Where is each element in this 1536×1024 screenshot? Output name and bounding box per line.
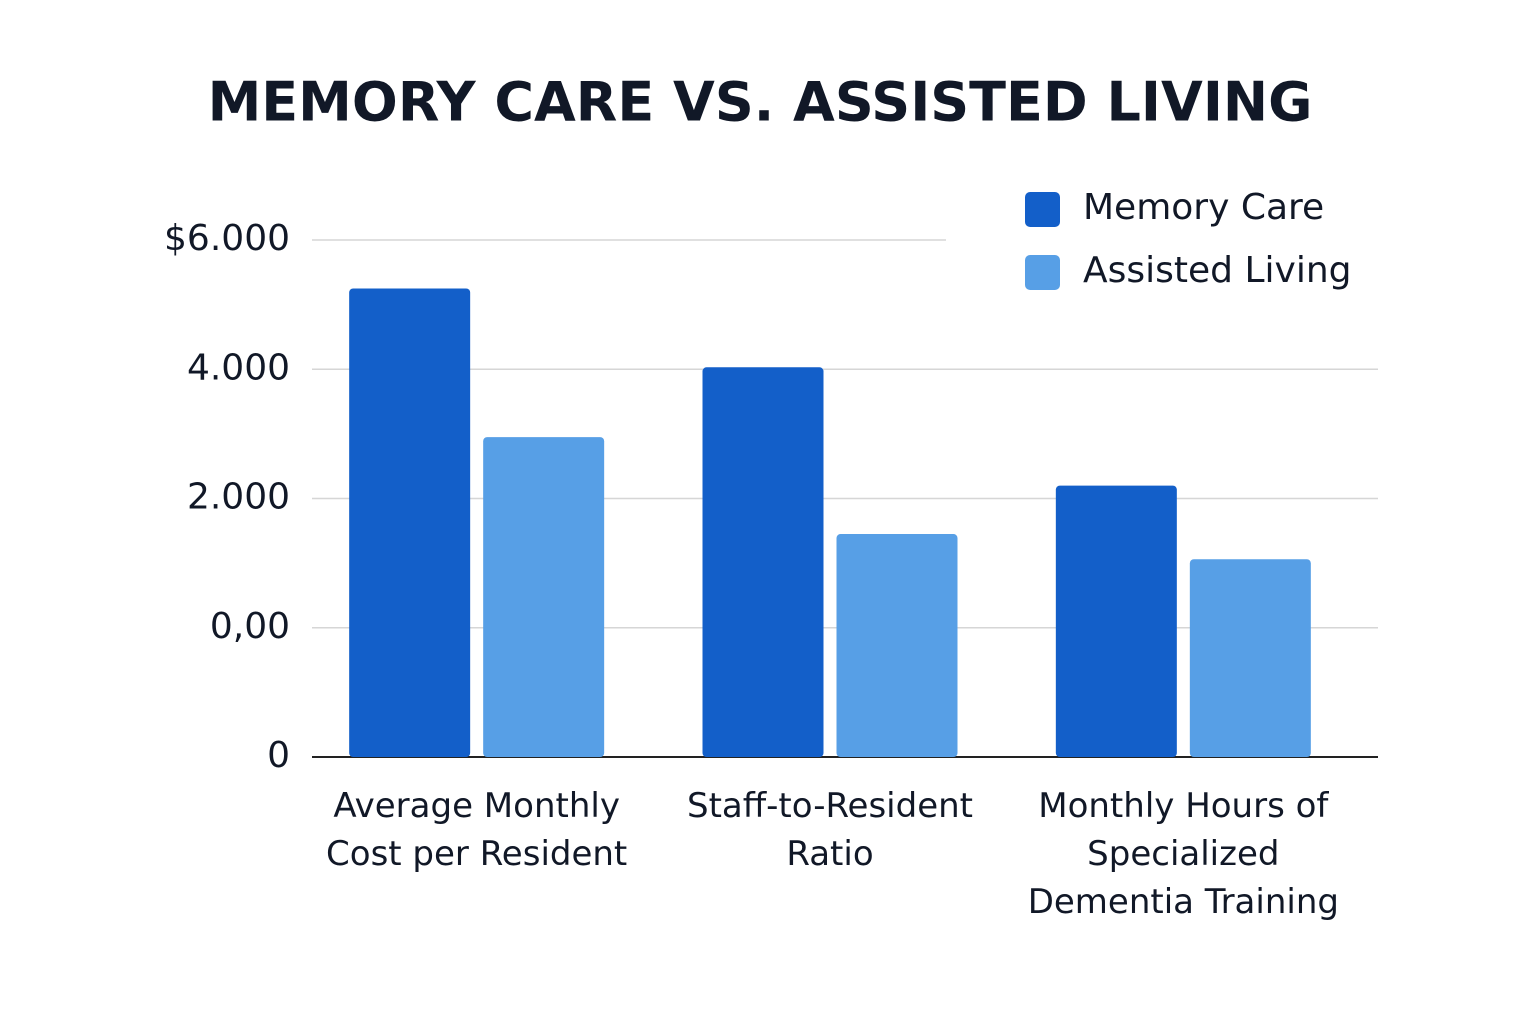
legend-swatch xyxy=(1025,255,1060,290)
y-tick-label: 0 xyxy=(267,735,290,776)
chart-title: MEMORY CARE VS. ASSISTED LIVING xyxy=(208,71,1313,134)
y-tick-label: 2.000 xyxy=(187,477,290,518)
bar xyxy=(702,367,824,757)
bar xyxy=(1055,485,1177,757)
x-tick-label: Staff-to-Resident Ratio xyxy=(686,786,974,874)
bar xyxy=(349,288,471,757)
bar xyxy=(1189,559,1311,757)
bar xyxy=(483,437,605,757)
legend-label: Assisted Living xyxy=(1083,250,1352,291)
bar xyxy=(836,534,958,757)
y-tick-label: 4.000 xyxy=(187,347,290,388)
y-tick-label: $6.000 xyxy=(164,218,290,259)
legend-swatch xyxy=(1025,192,1060,227)
legend-label: Memory Care xyxy=(1083,187,1324,228)
y-tick-label: 0,00 xyxy=(210,606,290,647)
x-tick-label: Average Monthly Cost per Resident xyxy=(326,786,628,874)
x-tick-label: Monthly Hours of Specialized Dementia Tr… xyxy=(1027,786,1339,922)
